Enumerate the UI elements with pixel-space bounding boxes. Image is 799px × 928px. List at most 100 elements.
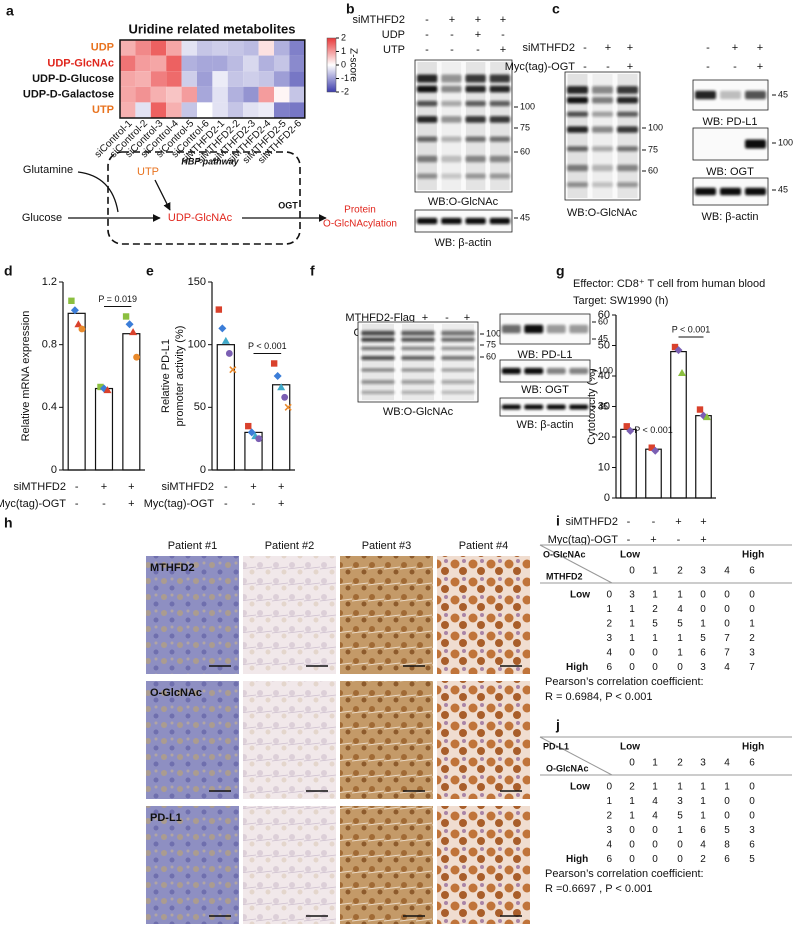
blot-band xyxy=(401,330,435,336)
blot-band xyxy=(569,324,589,334)
condition-sign: + xyxy=(101,481,107,493)
ihc-image xyxy=(340,681,433,799)
heat-cell xyxy=(150,71,167,87)
heat-cell xyxy=(258,86,274,103)
condition-sign: + xyxy=(475,29,481,41)
marker-label: 60 xyxy=(648,165,658,175)
condition-sign: - xyxy=(75,481,79,493)
blot-band xyxy=(416,74,438,83)
heat-cell xyxy=(274,71,290,87)
data-point xyxy=(277,383,286,391)
condition-sign: - xyxy=(252,498,256,510)
blot-band xyxy=(441,390,475,394)
chart-header: Target: SW1990 (h) xyxy=(573,295,668,307)
heat-cell xyxy=(120,102,136,118)
panel-label: i xyxy=(556,513,560,529)
table-cell: 0 xyxy=(724,619,730,630)
blot-band xyxy=(465,100,486,107)
glutamine: Glutamine xyxy=(23,164,73,176)
blot-band xyxy=(465,136,486,142)
condition-sign: - xyxy=(224,498,228,510)
condition-sign: + xyxy=(278,498,284,510)
table-cell: 0 xyxy=(629,854,635,865)
condition-name: Myc(tag)-OGT xyxy=(505,61,576,73)
data-point xyxy=(678,368,686,376)
y-tick-label: 40 xyxy=(598,370,610,382)
condition-sign: - xyxy=(627,516,631,528)
row-label: 3 xyxy=(606,825,612,836)
colorbar xyxy=(326,37,337,93)
colorbar-tick-label: -2 xyxy=(341,86,349,96)
y-axis-label: promoter activity (%) xyxy=(174,326,186,427)
column-group: Low xyxy=(620,742,640,753)
blot-band xyxy=(489,74,511,83)
table-cell: 3 xyxy=(749,825,755,836)
heat-cell xyxy=(212,40,228,56)
row-label: 0 xyxy=(606,782,612,793)
glucose: Glucose xyxy=(22,212,62,224)
condition-sign: + xyxy=(500,44,506,56)
blot-band xyxy=(441,337,475,342)
ihc-image xyxy=(146,556,239,674)
table-cell: 0 xyxy=(700,590,706,601)
row-label: UTP xyxy=(92,104,114,116)
blot-band xyxy=(617,182,638,188)
table-result: R =0.6697 , P < 0.001 xyxy=(545,883,652,895)
column-group: Low xyxy=(620,550,640,561)
blot-band xyxy=(361,330,395,336)
blot-smear xyxy=(442,324,474,400)
y-tick-label: 0 xyxy=(604,492,610,504)
data-point xyxy=(671,343,679,351)
blot-band xyxy=(569,367,589,375)
blot-band xyxy=(489,136,511,142)
data-point xyxy=(651,446,660,455)
blot-label: WB:O-GlcNAc xyxy=(383,406,454,418)
heat-cell xyxy=(243,55,259,72)
udp-glcnac: UDP-GlcNAc xyxy=(168,212,233,224)
blot-band xyxy=(441,368,475,372)
blot-band xyxy=(592,96,613,104)
heat-border xyxy=(119,39,306,119)
blot-band xyxy=(416,155,438,163)
table-cell: 5 xyxy=(700,633,706,644)
condition-sign: - xyxy=(476,44,480,56)
blot-band xyxy=(441,173,462,179)
blot-band xyxy=(617,86,638,94)
blot-band xyxy=(465,85,486,93)
condition-sign: - xyxy=(224,481,228,493)
condition-sign: - xyxy=(425,44,429,56)
heatmap-title: Uridine related metabolites xyxy=(129,21,296,36)
row-group: Low xyxy=(570,782,590,793)
arrow xyxy=(77,171,119,213)
heat-cell xyxy=(135,40,151,56)
data-point xyxy=(78,325,86,333)
heat-cell xyxy=(243,86,259,103)
chart-header: Effector: CD8⁺ T cell from human blood xyxy=(573,278,765,290)
table-cell: 1 xyxy=(629,811,635,822)
condition-sign: - xyxy=(733,61,737,73)
blot-label: WB: OGT xyxy=(706,166,754,178)
heat-cell xyxy=(150,40,167,56)
table-cell: 6 xyxy=(700,825,706,836)
blot-band xyxy=(567,182,588,188)
heat-cell xyxy=(135,71,151,87)
heat-cell xyxy=(120,86,136,103)
column-label: 6 xyxy=(749,758,755,769)
heat-cell xyxy=(150,86,167,103)
blot-band xyxy=(567,164,588,172)
table-diagonal xyxy=(539,736,613,776)
panel-label: f xyxy=(310,263,315,279)
condition-name: siMTHFD2 xyxy=(161,481,214,493)
condition-sign: - xyxy=(652,516,656,528)
table-cell: 0 xyxy=(652,854,658,865)
data-point xyxy=(133,353,140,361)
blot-band xyxy=(592,182,613,188)
panel-label: a xyxy=(6,3,14,19)
stain-label: PD-L1 xyxy=(150,812,182,824)
table-cell: 0 xyxy=(724,796,730,807)
condition-sign: + xyxy=(627,61,633,73)
heat-cell xyxy=(135,86,151,103)
column-label: 3 xyxy=(700,566,706,577)
blot-band xyxy=(401,337,435,342)
marker-label: 100 xyxy=(520,101,535,111)
